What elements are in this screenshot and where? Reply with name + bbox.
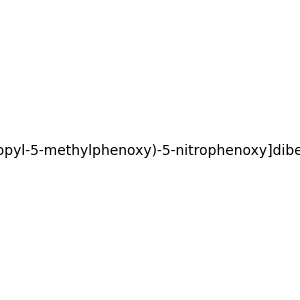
Text: 2-[3-(2-isopropyl-5-methylphenoxy)-5-nitrophenoxy]dibenzo[b,d]furan: 2-[3-(2-isopropyl-5-methylphenoxy)-5-nit…	[0, 145, 300, 158]
